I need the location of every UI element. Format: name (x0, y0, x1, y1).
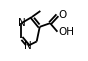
Text: O: O (58, 10, 66, 20)
Text: OH: OH (58, 27, 74, 37)
Text: N: N (18, 18, 25, 28)
Text: N: N (24, 41, 32, 51)
